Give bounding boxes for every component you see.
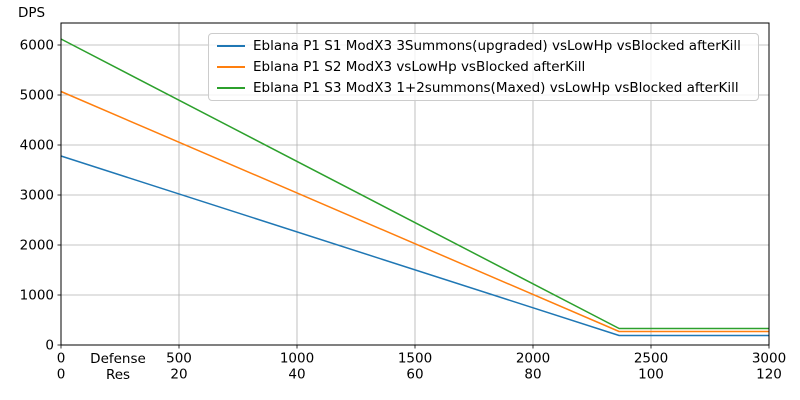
x-tick-label-res: 40 <box>288 367 305 383</box>
y-axis-title: DPS <box>18 5 46 21</box>
series-line-2 <box>60 90 769 333</box>
y-tick-label: 5000 <box>20 88 54 104</box>
x-tick-label-defense: 500 <box>166 351 192 367</box>
legend-label-s2: Eblana P1 S2 ModX3 vsLowHp vsBlocked aft… <box>253 59 586 75</box>
y-tick-label: 3000 <box>20 188 54 204</box>
series-line-3 <box>60 38 769 330</box>
x-tick-label-defense: 1000 <box>280 351 314 367</box>
legend-item-s1: Eblana P1 S1 ModX3 3Summons(upgraded) vs… <box>209 36 758 57</box>
y-tick-label: 4000 <box>20 138 54 154</box>
legend-label-s1: Eblana P1 S1 ModX3 3Summons(upgraded) vs… <box>253 38 741 55</box>
y-tick-label: 2000 <box>20 238 54 254</box>
legend-item-s2: Eblana P1 S2 ModX3 vsLowHp vsBlocked aft… <box>209 57 758 78</box>
x-tick-label-defense: 0 <box>57 351 66 367</box>
y-tick-label: 0 <box>45 338 54 354</box>
x-axis-title-res: Res <box>105 367 131 383</box>
legend: Eblana P1 S1 ModX3 3Summons(upgraded) vs… <box>208 33 759 101</box>
x-axis-title-defense: Defense <box>90 351 146 367</box>
x-tick-label-res: 120 <box>756 367 782 383</box>
legend-line-swatch-s3 <box>217 86 245 89</box>
x-tick-label-res: 20 <box>170 367 187 383</box>
legend-label-s3: Eblana P1 S3 ModX3 1+2summons(Maxed) vsL… <box>253 79 739 96</box>
x-tick-label-res: 100 <box>638 367 664 383</box>
x-tick-label-defense: 2000 <box>516 351 550 367</box>
x-tick-label-res: 60 <box>406 367 423 383</box>
x-tick-label-res: 80 <box>524 367 541 383</box>
y-tick-label: 1000 <box>20 288 54 304</box>
x-tick-label-defense: 1500 <box>398 351 432 367</box>
legend-line-swatch-s1 <box>217 45 245 48</box>
series-line-1 <box>60 155 769 337</box>
legend-line-swatch-s2 <box>217 66 245 68</box>
x-tick-label-defense: 2500 <box>634 351 668 367</box>
legend-item-s3: Eblana P1 S3 ModX3 1+2summons(Maxed) vsL… <box>209 77 758 98</box>
x-tick-label-res: 0 <box>57 367 66 383</box>
x-tick-label-defense: 3000 <box>752 351 786 367</box>
y-tick-label: 6000 <box>20 38 54 54</box>
